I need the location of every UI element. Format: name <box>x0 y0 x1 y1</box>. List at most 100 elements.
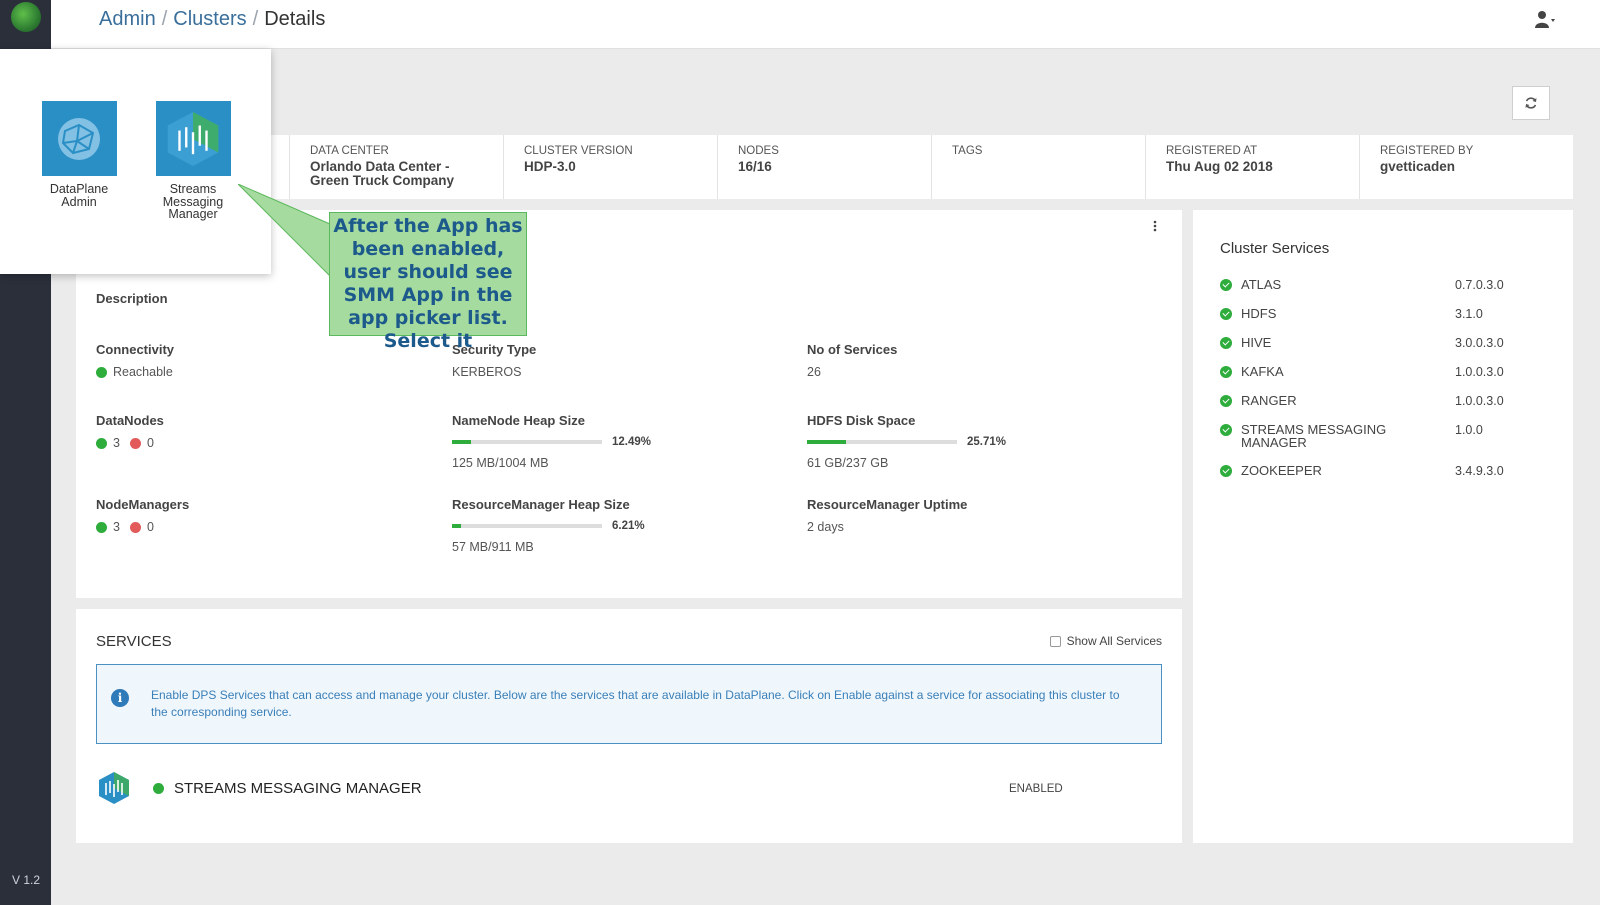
service-version: 1.0.0 <box>1455 423 1483 437</box>
cluster-services-title: Cluster Services <box>1220 240 1330 257</box>
rm-uptime-value: 2 days <box>807 520 844 534</box>
namenode-heap-label: NameNode Heap Size <box>452 413 585 428</box>
app-tile-streams-messaging-manager[interactable]: Streams Messaging Manager <box>155 101 231 221</box>
info-cell-cluster-version: CLUSTER VERSION HDP-3.0 <box>503 135 717 199</box>
info-value: Orlando Data Center - Green Truck Compan… <box>310 159 455 188</box>
breadcrumb-admin[interactable]: Admin <box>99 8 156 30</box>
smm-icon <box>155 101 231 176</box>
no-services-label: No of Services <box>807 342 898 357</box>
service-version: 3.0.0.3.0 <box>1455 336 1504 350</box>
service-name: ZOOKEEPER <box>1241 463 1322 478</box>
status-red-dot <box>129 521 141 533</box>
namenode-heap-field: NameNode Heap Size 12.49% 125 MB/1004 MB <box>452 413 651 470</box>
info-value: gvetticaden <box>1380 159 1456 174</box>
info-cell-nodes: NODES 16/16 <box>717 135 931 199</box>
cluster-services-list: ATLAS 0.7.0.3.0 HDFS 3.1.0 HIVE 3.0.0.3.0 K… <box>1220 278 1550 493</box>
datanodes-label: DataNodes <box>96 413 164 428</box>
info-icon: i <box>111 689 129 707</box>
show-all-label: Show All Services <box>1066 634 1162 648</box>
refresh-icon <box>1525 97 1537 109</box>
datanodes-down: 0 <box>146 436 154 450</box>
hdfs-disk-value: 61 GB/237 GB <box>807 456 889 470</box>
no-services-value: 26 <box>807 365 821 379</box>
service-version: 3.4.9.3.0 <box>1455 464 1504 478</box>
list-item: KAFKA 1.0.0.3.0 <box>1220 365 1550 379</box>
cluster-services-panel: Cluster Services ATLAS 0.7.0.3.0 HDFS 3.1.… <box>1193 210 1573 843</box>
list-item: STREAMS MESSAGING MANAGER 1.0.0 <box>1220 423 1550 449</box>
nodemanagers-field: NodeManagers 3 0 <box>96 497 189 534</box>
check-circle-icon <box>1220 279 1232 291</box>
app-picker-logo-icon[interactable] <box>11 2 41 32</box>
info-cell-registered-by: REGISTERED BY gvetticaden <box>1359 135 1573 199</box>
description-field: Description <box>96 291 168 314</box>
connectivity-label: Connectivity <box>96 342 175 357</box>
app-picker-dropdown: DataPlane Admin Streams Messaging Manage… <box>0 49 271 274</box>
description-label: Description <box>96 291 168 306</box>
service-version: 3.1.0 <box>1455 307 1483 321</box>
callout-arrow <box>238 184 331 278</box>
dataplane-globe-icon <box>41 101 117 176</box>
datanodes-field: DataNodes 3 0 <box>96 413 164 450</box>
rm-heap-label: ResourceManager Heap Size <box>452 497 630 512</box>
breadcrumb-separator: / <box>252 8 259 30</box>
services-panel: SERVICES Show All Services i Enable DPS … <box>76 609 1182 843</box>
service-version: 1.0.0.3.0 <box>1455 365 1504 379</box>
nodemanagers-down: 0 <box>146 520 154 534</box>
cluster-details-panel: Description Connectivity Reachable Secur… <box>76 210 1182 598</box>
smm-icon <box>99 772 129 804</box>
app-tile-dataplane-admin[interactable]: DataPlane Admin <box>41 101 117 208</box>
app-tile-label: DataPlane Admin <box>49 182 109 209</box>
check-circle-icon <box>1220 308 1232 320</box>
cluster-info-strip: DATA CENTER Orlando Data Center - Green … <box>76 135 1573 199</box>
namenode-heap-value: 125 MB/1004 MB <box>452 456 549 470</box>
hdfs-disk-pct: 25.71% <box>967 436 1007 448</box>
status-red-dot <box>129 437 141 449</box>
connectivity-field: Connectivity Reachable <box>96 342 174 379</box>
connectivity-value: Reachable <box>113 365 173 379</box>
hdfs-disk-field: HDFS Disk Space 25.71% 61 GB/237 GB <box>807 413 1006 470</box>
list-item: ZOOKEEPER 3.4.9.3.0 <box>1220 464 1550 478</box>
nodemanagers-label: NodeManagers <box>96 497 190 512</box>
rm-heap-progress <box>452 524 602 528</box>
service-version: 0.7.0.3.0 <box>1455 278 1504 292</box>
rm-uptime-field: ResourceManager Uptime 2 days <box>807 497 967 534</box>
service-name: HDFS <box>1241 306 1277 321</box>
service-status: ENABLED <box>1009 783 1063 795</box>
more-options-icon[interactable] <box>1153 220 1157 232</box>
service-name: HIVE <box>1241 335 1272 350</box>
check-circle-icon <box>1220 337 1232 349</box>
breadcrumb-clusters[interactable]: Clusters <box>173 8 247 30</box>
info-label: CLUSTER VERSION <box>524 145 633 157</box>
status-green-dot <box>96 366 107 378</box>
info-label: REGISTERED AT <box>1166 145 1258 157</box>
datanodes-up: 3 <box>113 436 120 450</box>
list-item: RANGER 1.0.0.3.0 <box>1220 394 1550 408</box>
callout-annotation: After the App has been enabled, user sho… <box>329 212 527 352</box>
list-item: HDFS 3.1.0 <box>1220 307 1550 321</box>
status-green-dot <box>96 437 107 449</box>
breadcrumb: Admin / Clusters / Details <box>99 8 325 31</box>
show-all-checkbox[interactable] <box>1049 635 1061 647</box>
show-all-services-toggle[interactable]: Show All Services <box>1049 634 1162 648</box>
namenode-heap-progress <box>452 440 602 444</box>
namenode-heap-pct: 12.49% <box>612 436 652 448</box>
service-name: RANGER <box>1241 393 1297 408</box>
info-cell-registered-at: REGISTERED AT Thu Aug 02 2018 <box>1145 135 1359 199</box>
no-services-field: No of Services 26 <box>807 342 897 379</box>
check-circle-icon <box>1220 395 1232 407</box>
rm-uptime-label: ResourceManager Uptime <box>807 497 968 512</box>
app-tile-label: Streams Messaging Manager <box>162 182 224 221</box>
service-name: KAFKA <box>1241 364 1284 379</box>
breadcrumb-details: Details <box>264 8 326 30</box>
info-value: HDP-3.0 <box>524 159 576 174</box>
version-label: V 1.2 <box>12 873 41 887</box>
hdfs-disk-label: HDFS Disk Space <box>807 413 916 428</box>
info-label: REGISTERED BY <box>1380 145 1474 157</box>
status-green-dot <box>153 783 164 794</box>
services-info-notice: i Enable DPS Services that can access an… <box>96 664 1162 744</box>
service-row[interactable]: STREAMS MESSAGING MANAGER ENABLED <box>96 769 1162 809</box>
service-version: 1.0.0.3.0 <box>1455 394 1504 408</box>
nodemanagers-up: 3 <box>113 520 120 534</box>
refresh-button[interactable] <box>1512 86 1550 120</box>
user-menu-icon[interactable] <box>1534 10 1556 30</box>
